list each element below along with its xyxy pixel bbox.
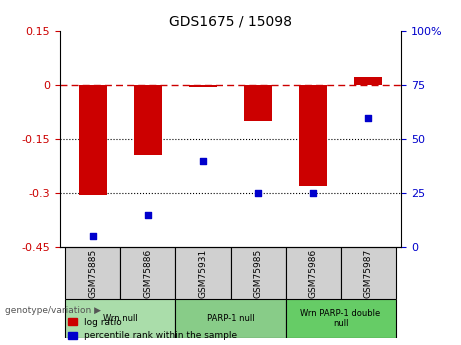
Text: GSM75987: GSM75987 — [364, 249, 372, 298]
Text: PARP-1 null: PARP-1 null — [207, 314, 254, 323]
Text: Wrn PARP-1 double
null: Wrn PARP-1 double null — [301, 309, 381, 328]
Point — [254, 190, 262, 196]
Text: GSM75886: GSM75886 — [143, 249, 153, 298]
Text: GSM75931: GSM75931 — [199, 249, 207, 298]
Point — [364, 115, 372, 120]
Bar — [189, 85, 217, 87]
Bar — [299, 85, 327, 186]
Bar — [355, 77, 382, 85]
FancyBboxPatch shape — [65, 299, 176, 338]
Point — [144, 212, 152, 218]
FancyBboxPatch shape — [176, 299, 285, 338]
FancyBboxPatch shape — [176, 247, 230, 299]
FancyBboxPatch shape — [120, 247, 176, 299]
Text: genotype/variation ▶: genotype/variation ▶ — [5, 306, 100, 315]
Bar — [134, 85, 162, 155]
Legend: log ratio, percentile rank within the sample: log ratio, percentile rank within the sa… — [65, 314, 241, 344]
FancyBboxPatch shape — [341, 247, 396, 299]
Point — [89, 234, 97, 239]
Text: GSM75885: GSM75885 — [89, 249, 97, 298]
Text: GSM75986: GSM75986 — [308, 249, 318, 298]
FancyBboxPatch shape — [285, 247, 341, 299]
Point — [199, 158, 207, 164]
FancyBboxPatch shape — [285, 299, 396, 338]
Bar — [244, 85, 272, 121]
Title: GDS1675 / 15098: GDS1675 / 15098 — [169, 14, 292, 29]
Bar — [79, 85, 106, 195]
FancyBboxPatch shape — [230, 247, 285, 299]
Text: GSM75985: GSM75985 — [254, 249, 262, 298]
Point — [309, 190, 317, 196]
Text: Wrn null: Wrn null — [103, 314, 138, 323]
FancyBboxPatch shape — [65, 247, 120, 299]
